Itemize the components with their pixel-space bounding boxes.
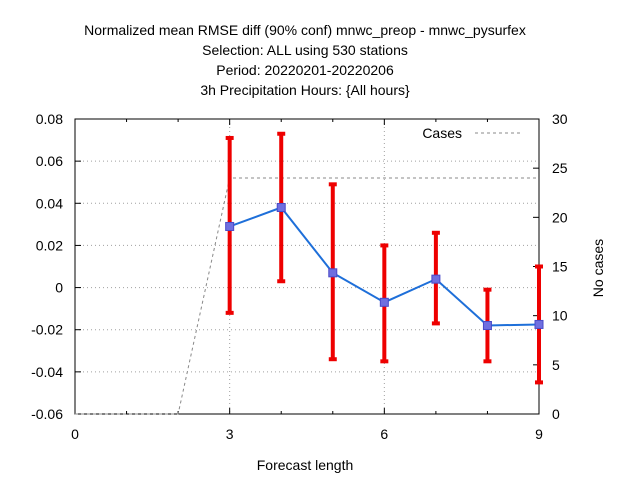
cases-series (75, 177, 539, 415)
x-tick-label: 9 (535, 426, 543, 442)
y-tick-label: 0.06 (36, 153, 63, 169)
y2-axis-label: No cases (590, 239, 606, 297)
mean-point (482, 321, 492, 330)
y2-tick-label: 5 (552, 357, 560, 373)
y2-tick-label: 30 (552, 111, 568, 127)
axis-ticks: 0 3 6 9 0.08 0.06 0.04 0.02 0 -0.02 -0.04 -0.06 30 25… (31, 111, 568, 442)
y2-tick-label: 20 (552, 209, 568, 225)
y-tick-label: -0.02 (31, 322, 63, 338)
mean-point (534, 319, 544, 329)
plot-frame (74, 118, 540, 415)
y-tick-label: 0.02 (36, 237, 63, 253)
cases-line (75, 177, 539, 415)
title-line-4: 3h Precipitation Hours: {All hours} (200, 82, 410, 98)
y2-tick-label: 25 (552, 160, 568, 176)
legend: Cases (422, 125, 521, 141)
y-tick-label: 0.04 (36, 195, 63, 211)
x-tick-label: 0 (71, 426, 79, 442)
grid-lines (75, 119, 539, 414)
y-tick-label: -0.06 (31, 406, 63, 422)
title-line-3: Period: 20220201-20220206 (216, 62, 394, 78)
y-tick-label: 0 (55, 280, 63, 296)
mean-point (431, 274, 441, 284)
mean-point (225, 221, 235, 231)
title-line-1: Normalized mean RMSE diff (90% conf) mnw… (84, 22, 526, 38)
y2-tick-label: 15 (552, 259, 568, 275)
mean-point (379, 297, 389, 307)
chart-title: Normalized mean RMSE diff (90% conf) mnw… (84, 22, 526, 98)
mean-series (225, 203, 544, 330)
y-tick-label: 0.08 (36, 111, 63, 127)
y2-tick-label: 10 (552, 308, 568, 324)
x-axis-label: Forecast length (257, 457, 354, 473)
legend-label-cases: Cases (422, 125, 462, 141)
x-tick-label: 6 (380, 426, 388, 442)
x-tick-label: 3 (226, 426, 234, 442)
y-tick-label: -0.04 (31, 364, 63, 380)
title-line-2: Selection: ALL using 530 stations (202, 42, 408, 58)
mean-point (276, 203, 286, 212)
y2-tick-label: 0 (552, 406, 560, 422)
mean-point (328, 268, 338, 278)
